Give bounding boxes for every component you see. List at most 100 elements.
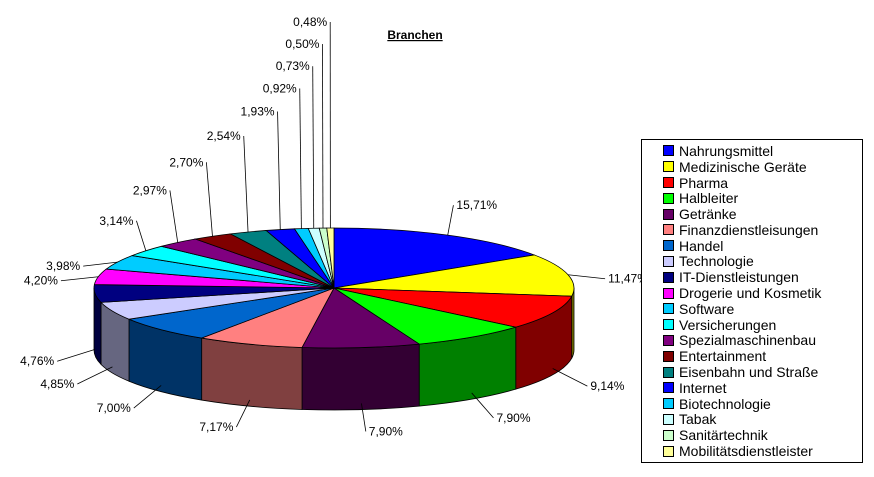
data-label-6: 7,00%	[97, 401, 131, 415]
data-label-1: 11,47%	[608, 272, 648, 286]
legend-item: Drogerie und Kosmetik	[663, 285, 862, 301]
leader-line-16	[299, 88, 302, 229]
leader-line-11	[136, 220, 147, 251]
data-label-11: 3,14%	[99, 214, 133, 228]
legend-label: Eisenbahn und Straße	[679, 364, 819, 381]
legend-item: IT-Dienstleistungen	[663, 269, 862, 285]
data-label-7: 4,85%	[40, 377, 74, 391]
leader-line-5	[236, 399, 251, 428]
legend-swatch	[663, 176, 674, 188]
legend-swatch	[663, 161, 674, 173]
pie-sides	[93, 287, 575, 411]
legend-swatch	[663, 240, 674, 252]
legend-item: Technologie	[663, 253, 862, 270]
leader-line-14	[243, 135, 249, 232]
legend-swatch	[663, 208, 674, 220]
pie-labels: 15,71% 11,47% 9,14% 7,90% 7,90% 7,17% 7,00% 4,8…	[20, 15, 648, 438]
leader-line-15	[277, 111, 281, 230]
leader-line-1	[568, 274, 606, 280]
data-label-4: 7,90%	[369, 424, 403, 438]
data-label-19: 0,48%	[293, 15, 327, 29]
legend-swatch	[663, 334, 674, 346]
legend-item: Tabak	[663, 411, 862, 428]
legend-swatch	[663, 382, 674, 394]
legend-label: Spezialmaschinenbau	[679, 332, 816, 349]
legend-item: Versicherungen	[663, 317, 862, 333]
legend: Nahrungsmittel Medizinische Geräte Pharma H…	[641, 139, 863, 463]
legend-swatch	[663, 445, 674, 457]
pie-top	[93, 227, 575, 349]
pie-side-4	[301, 343, 420, 411]
legend-swatch	[663, 303, 674, 315]
legend-swatch	[663, 398, 674, 410]
data-label-17: 0,73%	[276, 59, 310, 73]
leader-line-2	[552, 368, 588, 387]
legend-item: Getränke	[663, 206, 862, 222]
data-label-9: 4,20%	[24, 274, 58, 288]
leader-line-0	[447, 205, 454, 236]
data-label-16: 0,92%	[263, 82, 297, 96]
pie-slice-4	[301, 287, 421, 349]
legend-label: Biotechnologie	[679, 395, 771, 412]
legend-label: Entertainment	[679, 348, 767, 365]
legend-label: Tabak	[679, 411, 717, 428]
legend-item: Pharma	[663, 175, 862, 191]
legend-item: Medizinische Geräte	[663, 159, 862, 175]
data-label-5: 7,17%	[199, 420, 233, 434]
leader-line-6	[133, 385, 162, 409]
legend-label: Halbleiter	[679, 190, 739, 207]
pie-slice-0	[333, 227, 536, 289]
legend-item: Eisenbahn und Straße	[663, 364, 862, 380]
legend-swatch	[663, 145, 674, 157]
legend-label: IT-Dienstleistungen	[679, 269, 799, 286]
legend-label: Finanzdienstleisungen	[679, 221, 819, 238]
legend-label: Technologie	[679, 253, 754, 270]
legend-label: Internet	[679, 379, 727, 396]
pie-side-5	[201, 337, 303, 410]
legend-item: Halbleiter	[663, 190, 862, 206]
legend-swatch	[663, 350, 674, 362]
data-label-18: 0,50%	[285, 37, 319, 51]
legend-item: Internet	[663, 380, 862, 396]
legend-label: Pharma	[679, 174, 729, 191]
leader-line-4	[361, 403, 367, 432]
leader-line-3	[471, 392, 494, 419]
data-label-8: 4,76%	[20, 354, 54, 368]
pie-slice-6	[127, 287, 335, 339]
leader-line-7	[77, 366, 113, 385]
legend-swatch	[663, 366, 674, 378]
legend-swatch	[663, 413, 674, 425]
leader-line-18	[322, 44, 324, 229]
legend-label: Drogerie und Kosmetik	[679, 285, 822, 302]
legend-label: Handel	[679, 237, 724, 254]
legend-label: Nahrungsmittel	[679, 142, 774, 159]
data-label-0: 15,71%	[456, 198, 497, 212]
legend-label: Medizinische Geräte	[679, 158, 807, 175]
legend-item: Handel	[663, 238, 862, 254]
leader-line-10	[83, 261, 118, 267]
data-label-2: 9,14%	[590, 379, 624, 393]
chart-title: Branchen	[387, 28, 442, 42]
legend-swatch	[663, 224, 674, 236]
data-label-3: 7,90%	[497, 411, 531, 425]
data-label-12: 2,97%	[133, 183, 167, 197]
leader-line-17	[312, 66, 315, 229]
legend-item: Entertainment	[663, 348, 862, 364]
legend-item: Software	[663, 301, 862, 317]
legend-label: Getränke	[679, 206, 737, 223]
legend-item: Spezialmaschinenbau	[663, 332, 862, 349]
legend-item: Nahrungsmittel	[663, 143, 862, 159]
pie-slice-2	[333, 287, 573, 328]
pie-slice-3	[333, 287, 516, 345]
legend-item: Mobilitätsdienstleister	[663, 443, 862, 459]
pie-slice-5	[200, 287, 335, 348]
leader-line-12	[169, 190, 179, 243]
data-label-13: 2,70%	[169, 155, 203, 169]
legend-swatch	[663, 319, 674, 331]
leader-line-8	[57, 348, 96, 362]
legend-label: Versicherungen	[679, 316, 777, 333]
legend-swatch	[663, 287, 674, 299]
leader-line-9	[60, 276, 99, 282]
legend-label: Mobilitätsdienstleister	[679, 443, 813, 460]
